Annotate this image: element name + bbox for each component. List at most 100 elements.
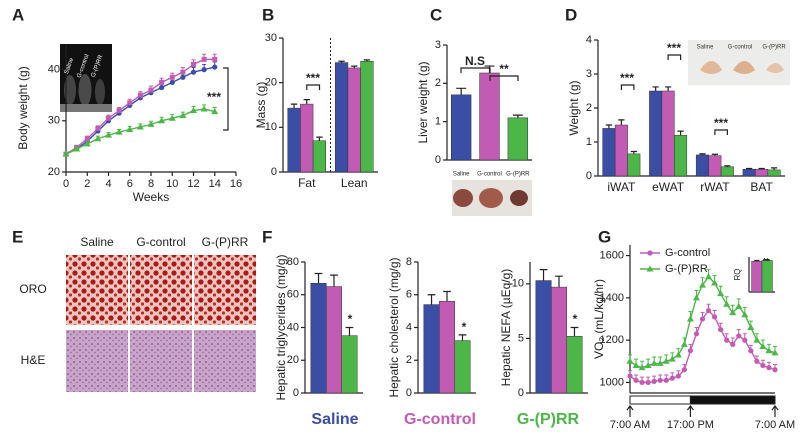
bracket (714, 129, 728, 135)
bar (566, 335, 583, 394)
panel-letter: F (262, 227, 272, 246)
marker (753, 336, 761, 343)
marker (656, 359, 664, 366)
series-line (65, 108, 215, 155)
bar (649, 90, 663, 177)
legend-label: G-control (404, 411, 476, 428)
marker (136, 123, 144, 130)
panel-letter: E (12, 227, 23, 246)
bar (326, 286, 342, 394)
marker (95, 125, 101, 131)
x-tick-label: 17:00 PM (667, 419, 714, 431)
bar (661, 90, 675, 177)
error-bar (443, 290, 451, 302)
significance: *** (207, 90, 221, 104)
marker (705, 307, 712, 314)
y-axis-label: Hepatic cholesterol (mg/g) (387, 257, 401, 397)
error-bar (338, 60, 345, 63)
y-tick-label: 30 (265, 32, 277, 44)
marker (73, 145, 81, 152)
marker (190, 107, 197, 114)
marker (686, 315, 694, 322)
marker (137, 92, 143, 98)
significance: ** (499, 62, 509, 76)
marker (723, 300, 731, 307)
marker (736, 333, 742, 339)
y-tick-label: 4 (406, 321, 412, 333)
y-tick-label: 3 (586, 68, 592, 80)
bracket (489, 75, 519, 81)
micrograph (130, 255, 192, 325)
marker (190, 69, 197, 75)
bar (755, 168, 769, 177)
x-tick-label: Lean (341, 176, 368, 190)
marker (724, 337, 730, 343)
marker (729, 309, 737, 316)
error-bar (724, 165, 731, 167)
bar (742, 168, 756, 177)
bar (310, 283, 327, 394)
marker (106, 115, 111, 121)
bar (695, 154, 709, 177)
marker (105, 131, 112, 138)
legend-label: G-control (665, 247, 710, 259)
marker (159, 84, 165, 91)
marker (627, 373, 633, 379)
error-bar (652, 86, 659, 91)
x-tick-label: 16 (230, 178, 242, 190)
marker (126, 126, 134, 133)
significance: *** (306, 71, 320, 85)
significance: *** (620, 71, 634, 85)
y-tick-label: 2 (406, 354, 412, 366)
x-tick-label: 10 (166, 178, 178, 190)
marker (735, 302, 743, 309)
x-tick-label: 0 (63, 178, 69, 190)
marker (760, 362, 766, 369)
bar (602, 128, 616, 177)
y-tick-label: 20 (48, 166, 60, 178)
y-tick-label: 1400 (600, 292, 624, 304)
x-axis-label: Weeks (133, 190, 169, 204)
marker (650, 359, 658, 366)
marker (771, 349, 779, 356)
y-tick-label: 40 (287, 321, 299, 333)
marker (699, 281, 706, 288)
error-bar (630, 150, 637, 154)
marker (675, 373, 681, 379)
bar (341, 335, 358, 394)
marker (759, 342, 767, 349)
marker (212, 64, 218, 70)
bar (507, 117, 528, 161)
error-bar (314, 272, 323, 284)
marker (201, 56, 207, 62)
x-tick-label: 14 (209, 178, 221, 190)
marker (730, 341, 736, 347)
x-tick-label: Saline (453, 172, 470, 178)
marker (742, 337, 748, 343)
x-tick-label: rWAT (700, 180, 730, 194)
error-bar (605, 124, 613, 129)
marker (663, 377, 669, 383)
micrograph (194, 255, 256, 325)
bar (360, 60, 374, 173)
marker (705, 273, 713, 280)
marker (83, 140, 91, 147)
x-tick (686, 405, 694, 417)
bar (454, 340, 471, 394)
marker (169, 79, 175, 85)
y-axis-label: Hepatic NEFA (µEq/g) (499, 269, 513, 387)
marker (718, 326, 724, 333)
marker (148, 87, 154, 93)
bar (423, 304, 440, 394)
bar (674, 134, 688, 177)
y-tick-label: 2 (586, 102, 592, 114)
marker (638, 364, 646, 371)
significance: N.S (465, 54, 485, 68)
marker (158, 117, 166, 124)
error-bar (512, 114, 523, 118)
error-bar (303, 99, 310, 105)
y-tick-label: 30 (48, 115, 60, 127)
marker (662, 357, 670, 364)
micrograph (194, 330, 256, 392)
